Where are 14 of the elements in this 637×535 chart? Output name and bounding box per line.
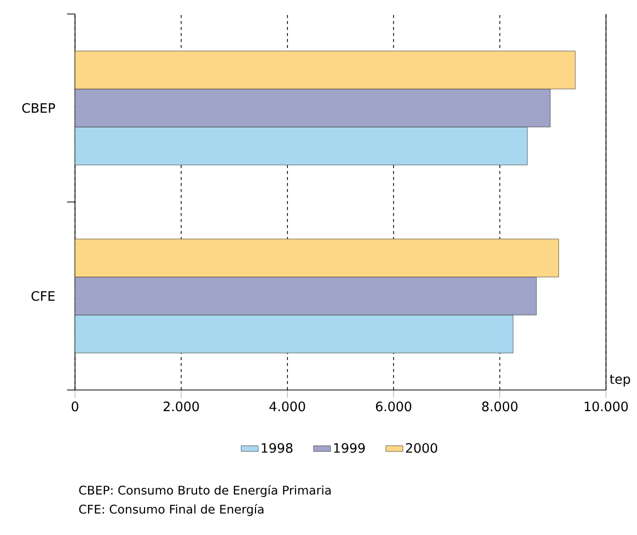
legend-label: 1999 bbox=[334, 443, 365, 453]
x-tick-label: 6.000 bbox=[376, 402, 412, 412]
x-tick-label: 0 bbox=[72, 402, 78, 412]
legend-label: 2000 bbox=[406, 443, 438, 453]
text: CFE: Consumo Final de Energía bbox=[79, 504, 264, 516]
legend-label: 1998 bbox=[262, 443, 292, 453]
y-tick-label: CFE bbox=[32, 291, 55, 301]
x-tick-label: 4.000 bbox=[269, 402, 306, 412]
y-tick-label: CBEP bbox=[22, 103, 56, 113]
x-tick-label: 8.000 bbox=[482, 402, 518, 412]
text: CBEP: Consumo Bruto de Energía Primaria bbox=[79, 484, 331, 498]
x-tick-label: 10.000 bbox=[584, 402, 628, 412]
x-axis-title: tep bbox=[610, 374, 630, 386]
x-tick-label: 2.000 bbox=[164, 402, 199, 412]
